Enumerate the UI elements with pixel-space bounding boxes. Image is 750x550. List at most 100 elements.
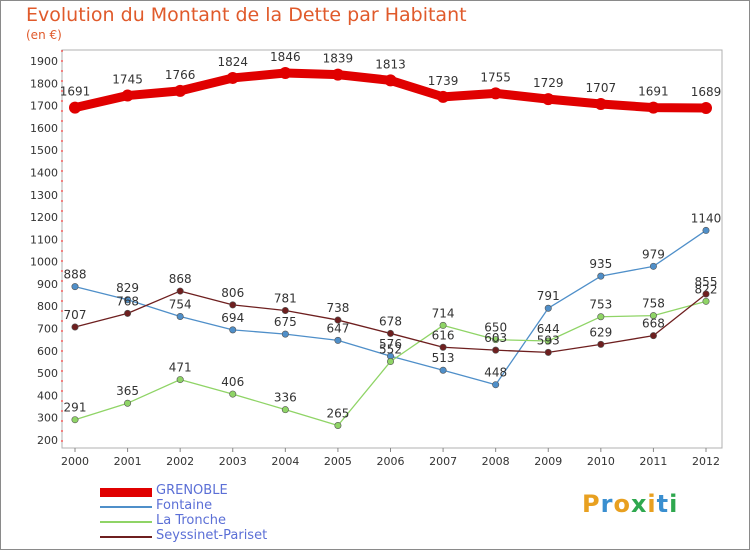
- x-tick-label: 2006: [377, 455, 405, 468]
- plot-area: [61, 49, 723, 449]
- data-label: 1691: [638, 85, 669, 99]
- data-label: 552: [379, 343, 402, 357]
- data-point: [437, 90, 450, 103]
- data-point: [542, 93, 555, 106]
- legend-swatch: [100, 521, 152, 523]
- data-label: 855: [695, 275, 718, 289]
- data-point: [174, 84, 187, 97]
- data-label: 758: [642, 297, 665, 311]
- data-point: [597, 313, 605, 321]
- data-label: 707: [64, 308, 87, 322]
- data-label: 888: [64, 268, 87, 282]
- data-label: 1689: [691, 85, 722, 99]
- data-point: [176, 312, 184, 320]
- y-tick-label: 300: [37, 412, 58, 425]
- data-point: [594, 98, 607, 111]
- data-point: [69, 101, 81, 114]
- data-label: 406: [221, 375, 244, 389]
- data-point: [229, 390, 237, 398]
- chart-subtitle: (en €): [26, 28, 62, 42]
- data-label: 1707: [586, 81, 617, 95]
- legend-item: Seyssinet-Pariset: [100, 528, 320, 544]
- data-point: [334, 336, 342, 344]
- x-tick-label: 2011: [639, 455, 667, 468]
- data-label: 806: [221, 286, 244, 300]
- data-point: [176, 287, 184, 295]
- legend-label: La Tronche: [156, 513, 227, 528]
- data-point: [279, 67, 292, 80]
- data-point: [124, 309, 132, 317]
- data-point: [384, 74, 397, 87]
- legend-label: Fontaine: [156, 498, 213, 513]
- legend-item: GRENOBLE: [100, 483, 320, 499]
- data-label: 336: [274, 391, 297, 405]
- y-tick-label: 500: [37, 367, 58, 380]
- x-tick-label: 2005: [324, 455, 352, 468]
- data-label: 576: [379, 337, 402, 351]
- data-label: 1824: [217, 55, 248, 69]
- x-tick-label: 2009: [534, 455, 562, 468]
- y-tick-label: 1300: [30, 189, 58, 202]
- data-label: 935: [589, 257, 612, 271]
- data-label: 1745: [112, 73, 143, 87]
- data-point: [331, 68, 344, 81]
- data-label: 291: [64, 401, 87, 415]
- x-tick-label: 2007: [429, 455, 457, 468]
- data-point: [544, 348, 552, 356]
- data-label: 768: [116, 294, 139, 308]
- chart-title: Evolution du Montant de la Dette par Hab…: [26, 4, 467, 26]
- data-point: [71, 283, 79, 291]
- data-point: [702, 290, 710, 298]
- data-label: 781: [274, 291, 297, 305]
- data-point: [226, 71, 239, 84]
- data-label: 629: [589, 325, 612, 339]
- data-label: 650: [484, 321, 507, 335]
- data-point: [492, 336, 500, 344]
- y-tick-label: 900: [37, 278, 58, 291]
- data-label: 616: [432, 328, 455, 342]
- data-label: 1846: [270, 50, 301, 64]
- y-tick-label: 800: [37, 300, 58, 313]
- data-point: [334, 422, 342, 430]
- data-label: 1839: [323, 52, 354, 66]
- chart-legend: GRENOBLE Fontaine La Tronche Seyssinet-Pari…: [100, 483, 320, 544]
- legend-label: GRENOBLE: [156, 483, 228, 498]
- data-label: 753: [589, 298, 612, 312]
- data-point: [544, 304, 552, 312]
- x-tick-label: 2008: [482, 455, 510, 468]
- y-tick-label: 400: [37, 389, 58, 402]
- data-point: [649, 262, 657, 270]
- legend-swatch: [100, 506, 152, 508]
- data-point: [334, 316, 342, 324]
- data-point: [229, 301, 237, 309]
- data-label: 668: [642, 317, 665, 331]
- data-label: 754: [169, 297, 192, 311]
- data-point: [702, 297, 710, 305]
- x-tick-label: 2010: [587, 455, 615, 468]
- data-label: 678: [379, 314, 402, 328]
- x-tick-label: 2001: [114, 455, 142, 468]
- data-point: [439, 366, 447, 374]
- data-point: [647, 101, 660, 114]
- data-point: [544, 337, 552, 345]
- data-point: [439, 321, 447, 329]
- y-tick-label: 1900: [30, 55, 58, 68]
- legend-item: Fontaine: [100, 498, 320, 514]
- y-tick-label: 200: [37, 434, 58, 447]
- y-tick-label: 1000: [30, 256, 58, 269]
- x-tick-label: 2000: [61, 455, 89, 468]
- data-point: [439, 343, 447, 351]
- x-tick-label: 2002: [166, 455, 194, 468]
- data-point: [597, 272, 605, 280]
- data-label: 791: [537, 289, 560, 303]
- data-point: [489, 87, 502, 100]
- data-point: [492, 381, 500, 389]
- y-tick-label: 1500: [30, 144, 58, 157]
- data-point: [281, 406, 289, 414]
- data-label: 1729: [533, 76, 564, 90]
- data-label: 1739: [428, 74, 459, 88]
- data-label: 694: [221, 311, 244, 325]
- data-label: 1140: [691, 211, 722, 225]
- data-label: 603: [484, 331, 507, 345]
